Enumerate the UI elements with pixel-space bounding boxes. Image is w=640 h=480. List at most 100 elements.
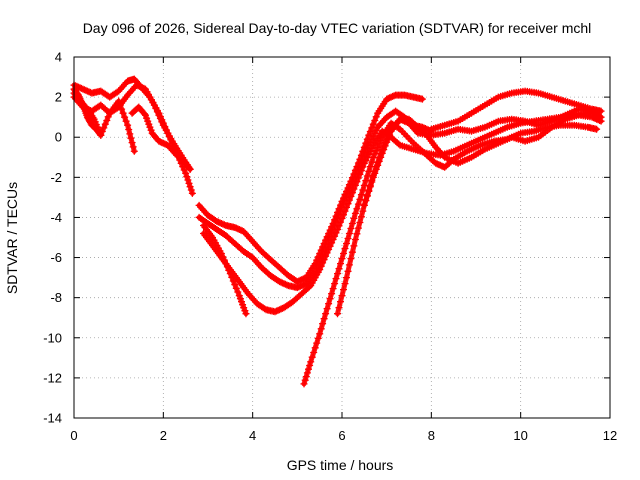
data-point xyxy=(362,197,370,205)
series-track-9 xyxy=(200,222,250,318)
data-point xyxy=(298,276,306,284)
data-point xyxy=(325,246,333,253)
data-point xyxy=(142,111,149,119)
data-point xyxy=(369,153,377,161)
data-point xyxy=(231,281,239,289)
data-point xyxy=(240,304,248,312)
data-point xyxy=(340,250,347,257)
data-point xyxy=(97,131,105,139)
data-point xyxy=(184,176,192,184)
data-point xyxy=(187,186,195,194)
data-point xyxy=(323,249,331,257)
data-point xyxy=(319,320,327,328)
data-point xyxy=(77,84,85,92)
data-point xyxy=(337,298,344,306)
data-point xyxy=(347,192,355,200)
data-point xyxy=(332,275,340,283)
data-point xyxy=(366,163,374,171)
data-point xyxy=(186,183,194,191)
data-point xyxy=(127,134,135,142)
data-point xyxy=(79,85,87,93)
data-point xyxy=(126,130,134,138)
data-point xyxy=(375,122,383,129)
data-point xyxy=(384,135,392,143)
data-point xyxy=(274,306,282,314)
data-point xyxy=(365,150,373,158)
data-point xyxy=(353,205,361,213)
data-point xyxy=(343,240,350,247)
y-tick-label: 0 xyxy=(55,130,62,145)
data-point xyxy=(222,260,230,268)
data-point xyxy=(103,117,111,124)
data-point xyxy=(104,113,112,121)
data-point xyxy=(350,242,358,250)
data-point xyxy=(356,170,364,178)
data-point xyxy=(125,126,133,133)
data-point xyxy=(372,165,380,173)
data-point xyxy=(119,109,127,117)
data-point xyxy=(296,282,304,290)
data-point xyxy=(328,290,336,298)
data-point xyxy=(220,256,228,264)
data-point xyxy=(377,137,385,145)
data-point xyxy=(295,277,303,285)
data-point xyxy=(130,147,138,155)
data-point xyxy=(216,219,224,227)
data-point xyxy=(161,140,169,148)
data-point xyxy=(369,132,377,140)
data-point xyxy=(211,217,219,224)
x-tick-label: 2 xyxy=(160,428,167,443)
plot-frame xyxy=(73,56,611,419)
data-point xyxy=(140,84,148,92)
data-point xyxy=(325,300,333,308)
x-tick-label: 0 xyxy=(70,428,77,443)
data-point xyxy=(341,245,349,252)
data-point xyxy=(381,142,389,150)
x-axis-label: GPS time / hours xyxy=(287,457,394,473)
data-point xyxy=(357,191,365,199)
y-axis-label: SDTVAR / TECUs xyxy=(4,182,20,294)
data-point xyxy=(310,349,318,356)
data-point xyxy=(368,144,376,152)
data-point xyxy=(371,129,379,137)
data-point xyxy=(225,266,233,274)
data-point xyxy=(395,140,403,148)
data-point xyxy=(366,128,374,135)
data-point xyxy=(116,101,124,109)
data-point xyxy=(357,213,365,221)
data-point xyxy=(134,82,142,90)
data-point xyxy=(348,189,356,197)
data-point xyxy=(300,380,308,388)
data-point xyxy=(236,295,244,303)
data-point xyxy=(281,280,289,288)
data-point xyxy=(299,281,307,289)
data-point xyxy=(305,283,313,291)
data-point xyxy=(343,203,350,211)
data-point xyxy=(372,113,380,121)
data-point xyxy=(305,365,312,373)
series-track-6 xyxy=(195,91,426,286)
data-point xyxy=(360,159,368,167)
data-point xyxy=(340,211,347,219)
data-point xyxy=(326,242,334,250)
data-point xyxy=(261,305,269,313)
y-tick-label: 4 xyxy=(55,50,62,65)
data-point xyxy=(82,86,90,94)
data-point xyxy=(232,284,240,292)
y-tick-label: -4 xyxy=(50,210,62,225)
data-point xyxy=(356,219,364,226)
data-point xyxy=(242,310,250,318)
data-point xyxy=(597,107,605,115)
series-track-4 xyxy=(70,85,105,139)
data-point xyxy=(319,259,327,267)
data-point xyxy=(152,105,160,112)
data-point xyxy=(359,163,367,171)
series-track-5 xyxy=(128,103,194,173)
data-point xyxy=(145,120,153,128)
data-point xyxy=(317,325,325,333)
data-point xyxy=(350,185,358,193)
data-point xyxy=(316,266,324,274)
data-point xyxy=(155,111,163,119)
data-point xyxy=(366,147,374,155)
data-point xyxy=(380,146,388,154)
